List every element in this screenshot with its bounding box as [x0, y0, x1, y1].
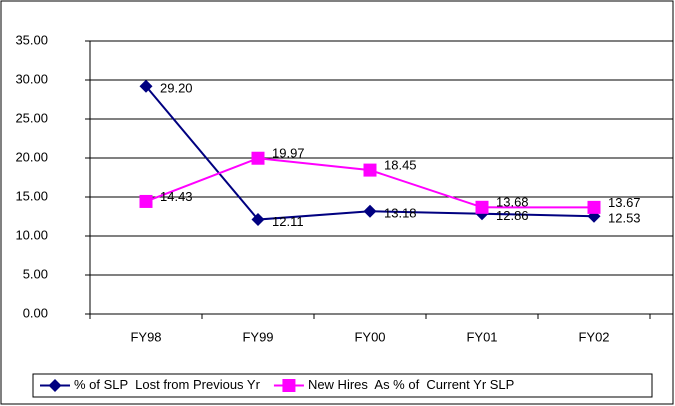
data-label: 18.45 [384, 158, 417, 173]
data-label: 14.43 [160, 189, 193, 204]
point [251, 151, 265, 165]
y-tick-label: 15.00 [15, 188, 48, 203]
point [363, 204, 377, 218]
y-tick-label: 0.00 [23, 305, 48, 320]
data-label: 19.97 [272, 146, 305, 161]
legend [32, 373, 653, 398]
data-label: 12.11 [272, 214, 304, 229]
x-tick-label: FY98 [130, 329, 161, 344]
data-label: 12.53 [608, 211, 641, 226]
legend-label: % of SLP Lost from Previous Yr [74, 377, 261, 392]
x-tick-label: FY02 [578, 329, 609, 344]
y-tick-label: 30.00 [15, 71, 48, 86]
y-tick-label: 35.00 [15, 32, 48, 47]
legend-label: New Hires As % of Current Yr SLP [308, 377, 514, 392]
data-label: 13.68 [496, 195, 529, 210]
data-label: 13.67 [608, 195, 641, 210]
data-label: 13.18 [384, 206, 417, 221]
point [475, 200, 489, 214]
data-label: 29.20 [160, 81, 193, 96]
y-tick-label: 10.00 [15, 227, 48, 242]
x-tick-label: FY00 [354, 329, 385, 344]
point [139, 194, 153, 208]
point [363, 163, 377, 177]
legend-marker [48, 379, 62, 392]
x-tick-label: FY99 [242, 329, 273, 344]
y-tick-label: 25.00 [15, 110, 48, 125]
point [139, 79, 153, 93]
point [587, 200, 601, 214]
legend-marker [282, 379, 296, 392]
data-label: 12.86 [496, 208, 529, 223]
y-tick-label: 5.00 [23, 266, 48, 281]
y-tick-label: 20.00 [15, 149, 48, 164]
x-tick-label: FY01 [466, 329, 497, 344]
point [251, 213, 265, 227]
